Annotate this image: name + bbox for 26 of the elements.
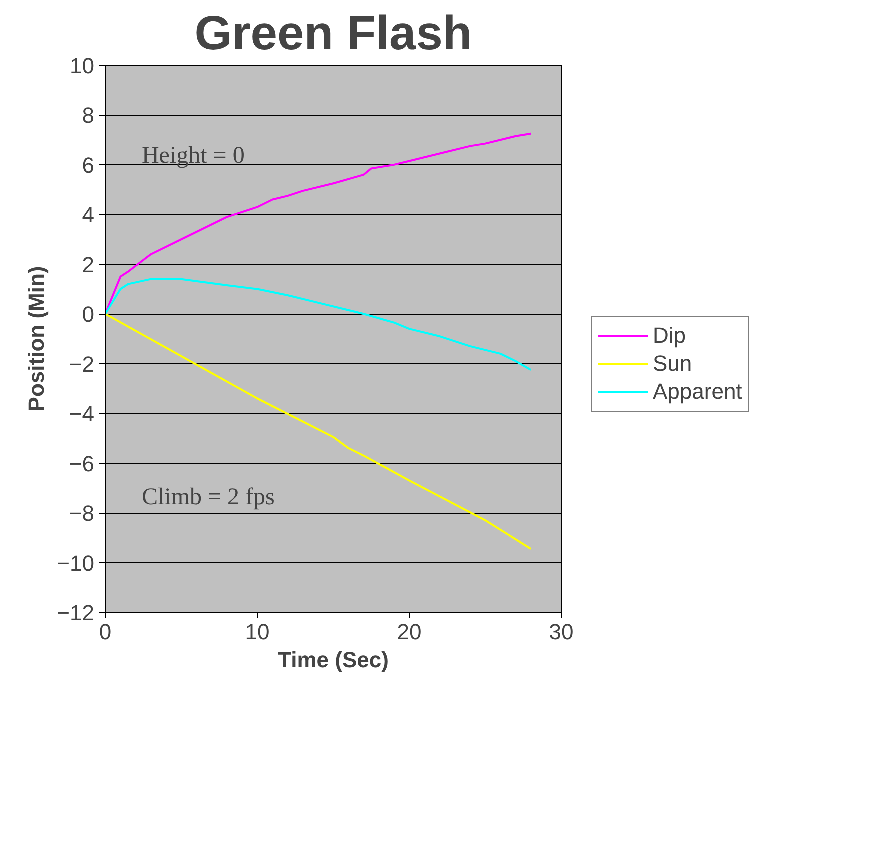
chart-title: Green Flash (194, 8, 472, 60)
x-tick-label: 0 (99, 620, 112, 644)
x-tick-label: 10 (245, 620, 270, 644)
x-axis-title: Time (Sec) (278, 648, 389, 672)
y-tick-label: 4 (82, 202, 95, 228)
y-tick-label: −4 (69, 402, 95, 427)
legend-label: Dip (653, 323, 686, 349)
x-tick-label: 20 (397, 620, 422, 644)
legend-label: Sun (653, 351, 692, 377)
annotation: Climb = 2 fps (142, 484, 275, 511)
y-tick-label: −8 (69, 501, 95, 526)
y-tick-label: 10 (70, 54, 95, 78)
line-series (106, 313, 532, 550)
x-tick-label: 30 (549, 620, 574, 644)
y-tick-label: −12 (57, 600, 95, 626)
y-tick-label: 6 (82, 152, 95, 178)
y-axis-title: Position (Min) (24, 266, 50, 412)
legend-label: Apparent (653, 379, 742, 405)
y-tick-label: 8 (82, 103, 95, 128)
line-series (106, 278, 532, 372)
y-tick-label: −10 (57, 550, 95, 576)
y-tick-label: 2 (82, 252, 95, 278)
annotation: Height = 0 (142, 142, 245, 169)
y-tick-label: 0 (82, 302, 95, 328)
y-tick-label: −6 (69, 451, 95, 476)
y-tick-label: −2 (69, 352, 95, 377)
